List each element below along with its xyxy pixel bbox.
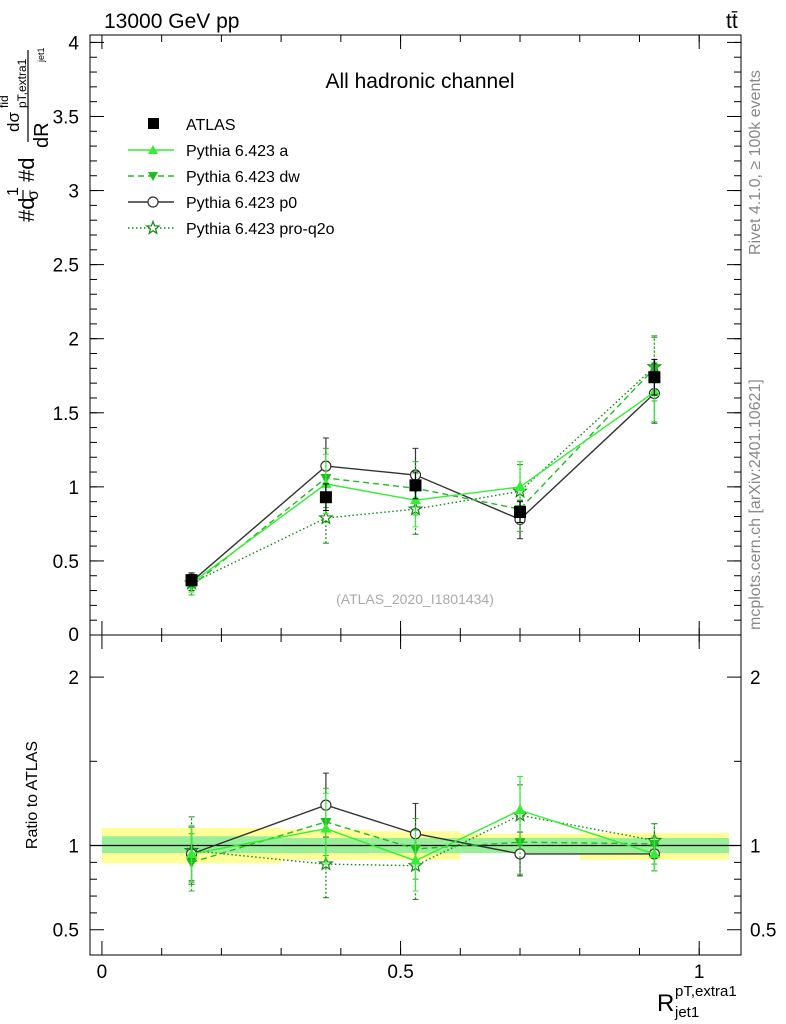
header-right: tt̄ [726,10,738,33]
ratio-series-pythia-6-423-p0 [185,772,660,882]
mcplots-label: mcplots.cern.ch [arXiv:2401.10621] [747,379,764,630]
ratio-series-pythia-6-423-a [186,775,660,892]
main-y-label: #d 1 σ #d dσ fid pT,extra1 dR jet1 [0,47,53,222]
ratio-xtick-label: 0 [97,962,108,983]
legend-marker-pythia-proq2o [145,219,161,235]
x-axis-label: R pT,extra1 jet1 [657,983,737,1021]
data-point [648,371,661,384]
legend-label-pythia-dw: Pythia 6.423 dw [186,169,300,186]
ratio-panel: 0.5 0.5 1 1 2 2 0 0.5 1 Ratio to ATLAS R pT,extr… [24,634,776,1021]
main-ytick-label: 1.5 [53,404,79,425]
data-point [514,480,526,491]
ratio-ytick-label: 1 [68,837,79,858]
series-line [191,366,655,584]
legend-marker-atlas [148,118,159,129]
legend-marker-pythia-p0 [147,196,159,208]
ratio-y-label: Ratio to ATLAS [24,741,41,849]
data-point [320,477,332,488]
main-y-label-dsigma: dσ [4,112,23,132]
ratio-point [648,847,660,858]
main-y-label-jet1: jet1 [36,47,46,63]
watermark: (ATLAS_2020_I1801434) [336,591,494,607]
main-ytick-label: 2 [68,330,79,351]
main-title: All hadronic channel [325,70,514,93]
ratio-ytick-label-right: 2 [750,668,761,689]
main-y-label-dR: dR [31,122,53,148]
data-point [318,509,334,525]
legend-marker-pythia-dw [148,172,158,181]
legend-label-pythia-a: Pythia 6.423 a [186,143,288,160]
series-line [191,367,655,587]
main-ytick-label: 4 [68,33,79,54]
data-point [185,574,198,587]
legend: ATLAS Pythia 6.423 a Pythia 6.423 dw Pyt… [128,117,335,238]
ratio-xtick-label: 1 [694,962,705,983]
main-y-label-hash-d2: #d [14,158,39,182]
legend-label-pythia-p0: Pythia 6.423 p0 [186,195,297,212]
main-ytick-label: 3.5 [53,107,79,128]
main-y-label-ptextra: pT,extra1 [15,58,29,108]
main-ytick-label: 1 [68,478,79,499]
header-left: 13000 GeV pp [104,10,239,33]
series-pythia-6-423-dw [186,335,660,596]
series-line [191,392,655,583]
ratio-ytick-label: 0.5 [53,921,79,942]
series-pythia-6-423-a [186,361,660,593]
series-pythia-6-423-pro-q2o [183,336,663,593]
data-point [409,479,422,492]
main-y-zero-label: 0 [68,625,79,646]
main-y-label-hash-d: #d [14,198,39,222]
ratio-ytick-label: 2 [68,668,79,689]
legend-label-atlas: ATLAS [186,117,236,134]
ratio-ytick-label-right: 0.5 [750,921,776,942]
x-label-sup: pT,extra1 [675,983,737,1000]
main-y-label-one: 1 [5,187,22,196]
ratio-frame [89,634,742,956]
ratio-xtick-label: 0.5 [387,962,413,983]
main-ytick-label: 0.5 [53,552,79,573]
series-atlas [185,358,661,587]
data-point [514,506,527,519]
x-label-sub: jet1 [674,1004,699,1021]
data-point [319,491,332,504]
legend-marker-pythia-a [148,145,158,154]
ratio-point [410,854,421,865]
series-line [191,391,655,584]
series-pythia-6-423-p0 [185,363,660,592]
main-ytick-label: 3 [68,182,79,203]
main-y-label-fid: fid [0,95,11,108]
ratio-point [186,847,198,858]
main-y-label-sigma: σ [25,190,42,200]
x-label-R: R [657,990,674,1017]
main-ytick-label: 2.5 [53,256,79,277]
legend-label-pythia-proq2o: Pythia 6.423 pro-q2o [186,221,335,238]
main-panel: All hadronic channel (ATLAS_2020_I180143… [0,33,742,646]
ratio-point [320,822,332,833]
rivet-label: Rivet 4.1.0, ≥ 100k events [747,70,764,255]
ratio-point [514,804,526,815]
ratio-ytick-label-right: 1 [750,837,761,858]
